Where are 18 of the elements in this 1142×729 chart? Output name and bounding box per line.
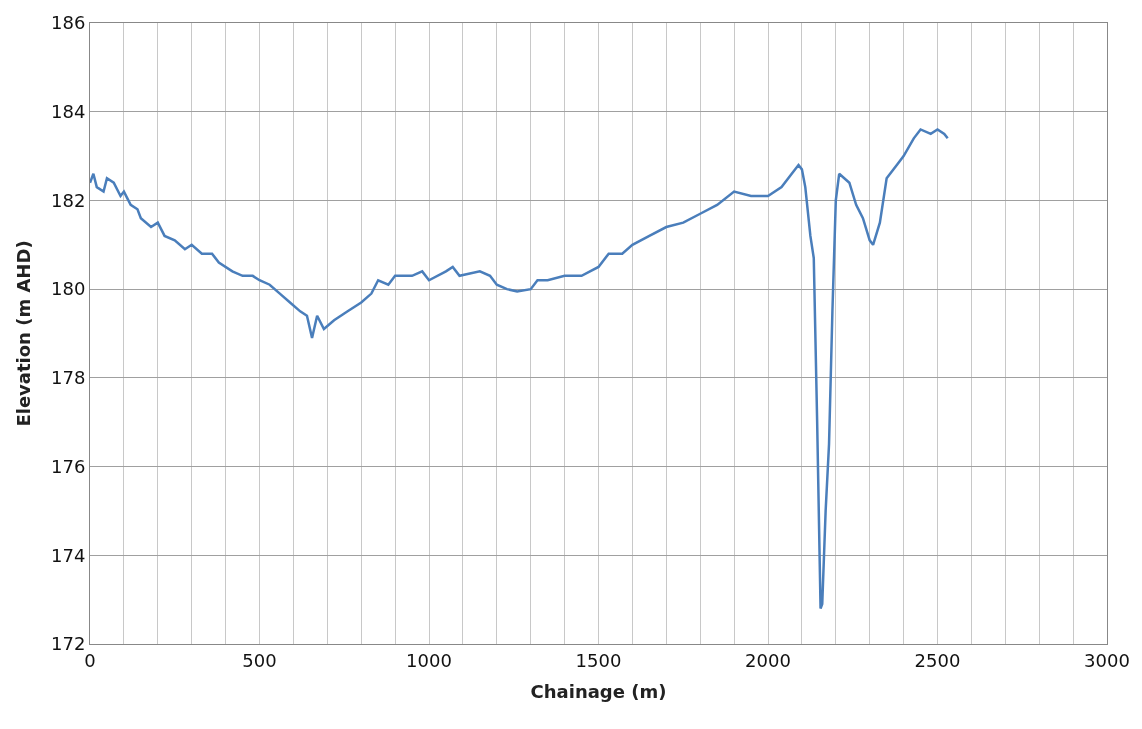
x-tick-label: 3000	[1084, 649, 1130, 671]
y-tick-label: 186	[51, 12, 86, 34]
x-axis-title: Chainage (m)	[530, 680, 667, 702]
y-tick-label: 174	[51, 544, 86, 566]
x-tick-label: 1500	[575, 649, 622, 671]
y-tick-label: 172	[51, 633, 86, 655]
y-axis-title: Elevation (m AHD)	[13, 240, 35, 427]
x-tick-label: 2000	[745, 649, 791, 671]
y-tick-label: 182	[51, 189, 86, 211]
y-tick-label: 178	[51, 367, 86, 389]
y-tick-label: 176	[51, 455, 86, 477]
line-series	[90, 128, 949, 610]
x-tick-label: 0	[84, 649, 96, 671]
y-tick-label: 184	[51, 101, 86, 123]
x-tick-label: 500	[242, 649, 277, 671]
y-tick-label: 180	[51, 278, 86, 300]
x-tick-label: 1000	[406, 649, 452, 671]
x-tick-label: 2500	[914, 649, 961, 671]
